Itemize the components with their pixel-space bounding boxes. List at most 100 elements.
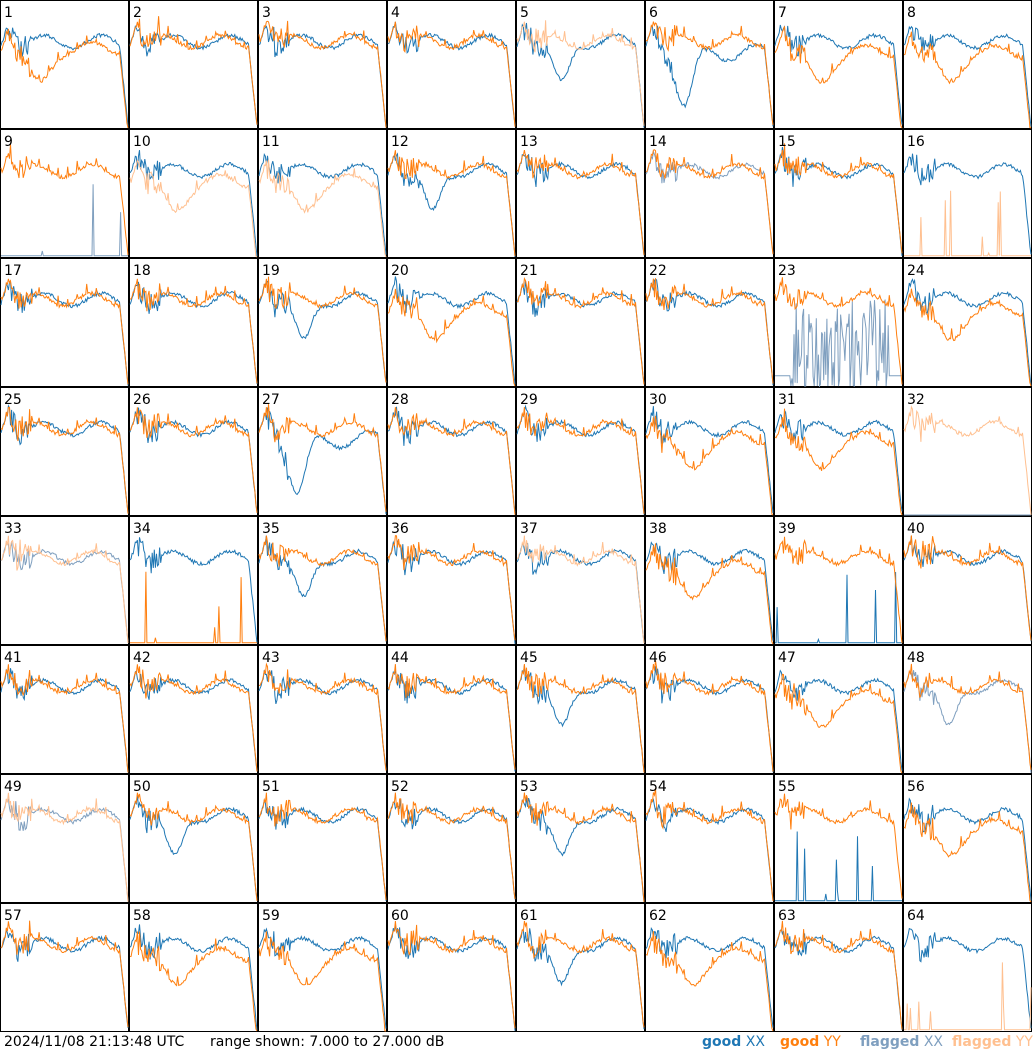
tile-number-label: 7 — [778, 5, 787, 21]
tile-xx-spectrum — [387, 21, 516, 126]
legend-word: good — [780, 1034, 820, 1050]
legend-pol: XX — [745, 1034, 765, 1050]
tile-yy-spectrum — [258, 276, 387, 383]
tile-xx-spectrum — [774, 24, 903, 125]
tile-panel-frame — [129, 645, 258, 774]
tile-number-label: 59 — [262, 908, 280, 924]
tile-yy-spectrum — [0, 406, 129, 514]
tile-number-label: 46 — [649, 650, 667, 666]
tile-yy-spectrum — [645, 278, 774, 384]
tile-panel-frame — [0, 774, 129, 903]
tile-panel-frame — [903, 516, 1032, 645]
tile-panel-frame — [903, 129, 1032, 258]
tile-xx-spectrum — [129, 537, 258, 644]
tile-number-label: 57 — [4, 908, 22, 924]
tile-xx-spectrum — [645, 149, 774, 254]
tile-xx-spectrum — [129, 794, 258, 899]
tile-number-label: 21 — [520, 263, 538, 279]
tile-yy-spectrum — [516, 792, 645, 902]
tile-yy-spectrum — [258, 792, 387, 900]
tile-panel-frame — [387, 129, 516, 258]
tile-yy-spectrum — [645, 931, 774, 1032]
tile-yy-spectrum — [516, 276, 645, 385]
tile-xx-spectrum — [775, 571, 902, 644]
tile-number-label: 17 — [4, 263, 22, 279]
tile-panel-frame — [0, 645, 129, 774]
legend-pol: YY — [1015, 1034, 1033, 1050]
tile-panel-frame — [774, 129, 903, 258]
tile-yy-spectrum — [0, 920, 129, 1028]
legend-flagged-xx: flagged XX — [860, 1034, 943, 1050]
tile-yy-spectrum — [645, 660, 774, 772]
tile-yy-spectrum — [0, 535, 129, 644]
tile-yy-spectrum — [387, 150, 516, 257]
tile-xx-spectrum — [774, 147, 903, 256]
tile-number-label: 55 — [778, 779, 796, 795]
tile-panel-frame — [645, 258, 774, 387]
tile-yy-spectrum — [774, 408, 903, 516]
tile-xx-spectrum — [774, 669, 903, 771]
tile-yy-spectrum — [516, 20, 645, 126]
tile-number-label: 42 — [133, 650, 151, 666]
tile-panel-frame — [258, 258, 387, 387]
tile-xx-spectrum — [258, 153, 387, 255]
timestamp: 2024/11/08 21:13:48 UTC — [4, 1034, 185, 1050]
tile-panel-frame — [387, 903, 516, 1032]
tile-number-label: 16 — [907, 134, 925, 150]
tile-panel-frame — [387, 645, 516, 774]
tile-number-label: 26 — [133, 392, 151, 408]
tile-number-label: 20 — [391, 263, 409, 279]
tile-yy-spectrum — [0, 792, 129, 902]
tile-yy-spectrum — [129, 407, 258, 513]
tile-yy-spectrum — [129, 664, 258, 772]
tile-number-label: 1 — [4, 5, 13, 21]
tile-panel-frame — [0, 387, 129, 516]
tile-yy-spectrum — [130, 571, 257, 644]
tile-yy-spectrum — [516, 920, 645, 1028]
tile-yy-spectrum — [774, 143, 903, 254]
tile-panel-frame — [516, 645, 645, 774]
range-label: range shown: 7.000 to 27.000 dB — [210, 1034, 445, 1050]
tile-number-label: 44 — [391, 650, 409, 666]
footer: 2024/11/08 21:13:48 UTC range shown: 7.0… — [0, 1032, 1033, 1053]
tile-number-label: 64 — [907, 908, 925, 924]
tile-panel-frame — [774, 774, 903, 903]
tile-xx-spectrum — [258, 535, 387, 642]
tile-number-label: 43 — [262, 650, 280, 666]
tile-xx-spectrum — [903, 670, 1032, 773]
tile-number-label: 61 — [520, 908, 538, 924]
tile-panel-frame — [258, 516, 387, 645]
tile-number-label: 19 — [262, 263, 280, 279]
tile-number-label: 51 — [262, 779, 280, 795]
tile-number-label: 15 — [778, 134, 796, 150]
tile-number-label: 36 — [391, 521, 409, 537]
tile-number-label: 18 — [133, 263, 151, 279]
tile-xx-spectrum — [516, 797, 645, 902]
tile-panel-frame — [258, 0, 387, 129]
tile-xx-spectrum — [258, 280, 387, 383]
tile-yy-spectrum — [903, 405, 1032, 515]
tile-yy-spectrum — [258, 20, 387, 128]
tile-panel-frame — [129, 774, 258, 903]
legend-flagged-yy: flagged YY — [952, 1034, 1033, 1050]
tile-yy-spectrum — [645, 415, 774, 516]
tile-number-label: 31 — [778, 392, 796, 408]
tile-xx-spectrum — [516, 665, 645, 770]
tile-panel-frame — [0, 903, 129, 1032]
tile-yy-spectrum — [129, 792, 258, 901]
tile-number-label: 62 — [649, 908, 667, 924]
tile-number-label: 56 — [907, 779, 925, 795]
tile-xx-spectrum — [516, 280, 645, 384]
tile-yy-spectrum — [0, 28, 129, 129]
tile-number-label: 49 — [4, 779, 22, 795]
tile-yy-spectrum — [387, 288, 516, 387]
tile-number-label: 37 — [520, 521, 538, 537]
tile-yy-spectrum — [516, 535, 645, 644]
tile-panel-frame — [645, 774, 774, 903]
tile-panel-frame — [516, 0, 645, 129]
tile-number-label: 41 — [4, 650, 22, 666]
tile-number-label: 27 — [262, 392, 280, 408]
tile-number-label: 3 — [262, 5, 271, 21]
tile-xx-spectrum — [129, 670, 258, 771]
tile-panel-frame — [387, 387, 516, 516]
